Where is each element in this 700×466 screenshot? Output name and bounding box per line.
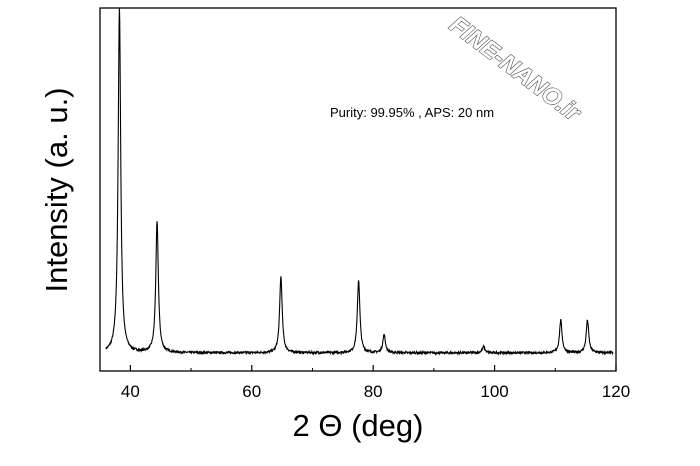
plot-area	[99, 7, 617, 372]
y-axis-title: Intensity (a. u.)	[39, 87, 74, 292]
x-tick-label: 60	[242, 382, 261, 401]
plot-frame	[99, 7, 617, 372]
x-axis-tick-labels: 40 60 80 100 120	[121, 382, 630, 401]
x-tick-label: 40	[121, 382, 140, 401]
x-tick-label: 120	[602, 382, 630, 401]
x-axis-title: 2 Θ (deg)	[293, 408, 424, 443]
x-axis-ticks	[129, 365, 617, 371]
chart-annotation: Purity: 99.95% , APS: 20 nm	[330, 105, 494, 120]
x-tick-label: 100	[480, 382, 508, 401]
series-line	[105, 7, 614, 356]
x-tick-label: 80	[364, 382, 383, 401]
